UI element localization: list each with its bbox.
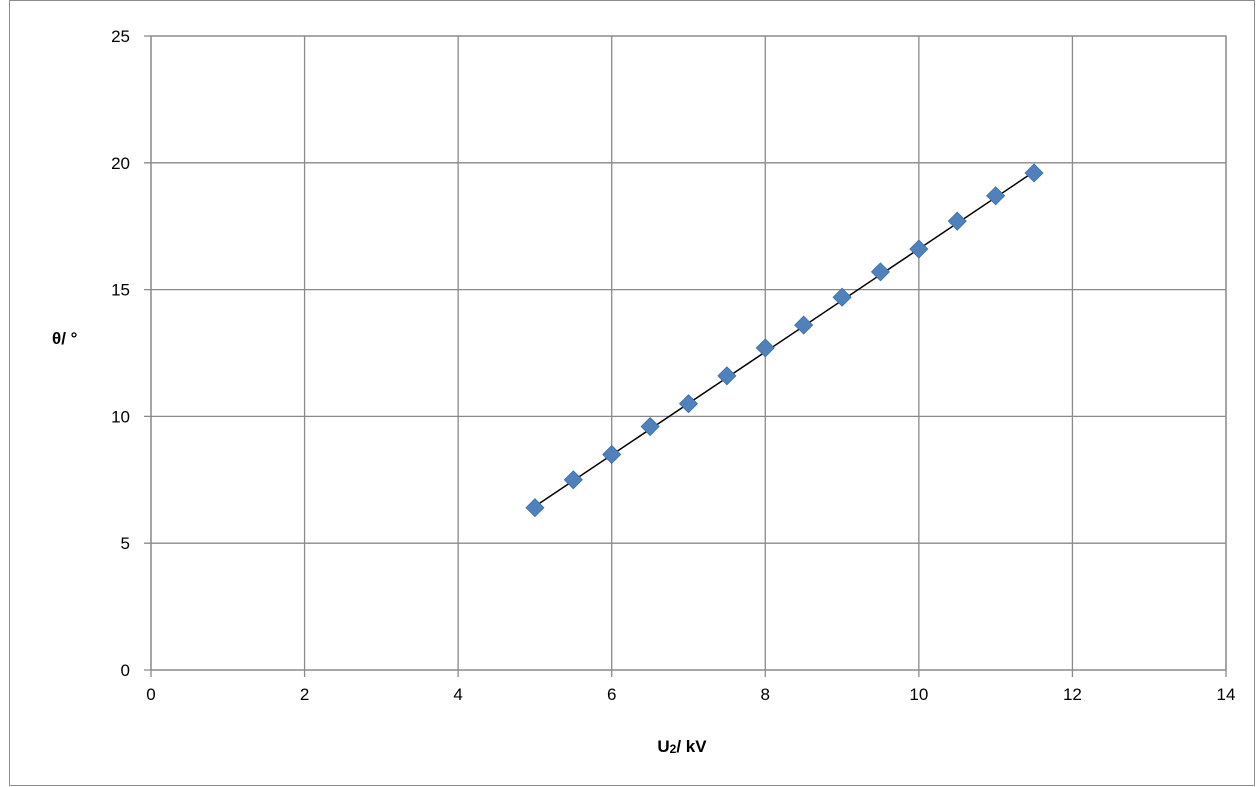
data-point-marker xyxy=(1024,163,1044,183)
x-tick-label: 2 xyxy=(300,685,309,704)
data-point-marker xyxy=(640,416,660,437)
x-tick-label: 10 xyxy=(909,685,928,704)
x-axis-title: U2/ kV xyxy=(657,737,707,756)
y-tick-label: 0 xyxy=(121,661,130,680)
x-tick-label: 0 xyxy=(146,685,155,704)
x-tick-label: 14 xyxy=(1217,685,1236,704)
gridlines xyxy=(144,35,1227,677)
data-point-marker xyxy=(947,211,967,231)
data-point-marker xyxy=(832,287,852,307)
data-point-marker xyxy=(986,186,1006,206)
x-tick-label: 8 xyxy=(761,685,770,704)
x-tick-label: 12 xyxy=(1063,685,1082,704)
data-point-marker xyxy=(525,498,545,518)
y-tick-label: 10 xyxy=(111,407,130,426)
y-tick-label: 20 xyxy=(111,154,130,173)
data-point-marker xyxy=(717,366,737,386)
data-point-marker xyxy=(602,444,622,465)
trendline-layer xyxy=(534,171,1035,508)
x-axis-tick-labels: 0 2 4 6 8 10 12 14 xyxy=(146,685,1235,704)
y-tick-label: 15 xyxy=(111,281,130,300)
data-point-marker xyxy=(755,338,775,358)
linear-trendline xyxy=(534,171,1035,508)
x-axis-title-main: U xyxy=(657,737,669,756)
chart-area xyxy=(9,0,1255,786)
data-point-marker xyxy=(794,315,814,335)
y-tick-label: 5 xyxy=(121,534,130,553)
y-tick-label: 25 xyxy=(111,27,130,46)
data-point-marker xyxy=(870,262,891,282)
x-tick-label: 4 xyxy=(453,685,462,704)
y-axis-tick-labels: 0 5 10 15 20 25 xyxy=(111,27,130,680)
data-markers xyxy=(525,163,1044,518)
plot-area-border xyxy=(150,35,1227,671)
x-tick-label: 6 xyxy=(607,685,616,704)
data-point-marker xyxy=(563,470,583,490)
x-axis-title-unit: / kV xyxy=(676,737,707,756)
data-point-marker xyxy=(678,394,699,414)
data-point-marker xyxy=(909,239,929,259)
x-axis-title-subscript: 2 xyxy=(670,742,677,756)
y-axis-title: θ/ ° xyxy=(52,329,78,348)
